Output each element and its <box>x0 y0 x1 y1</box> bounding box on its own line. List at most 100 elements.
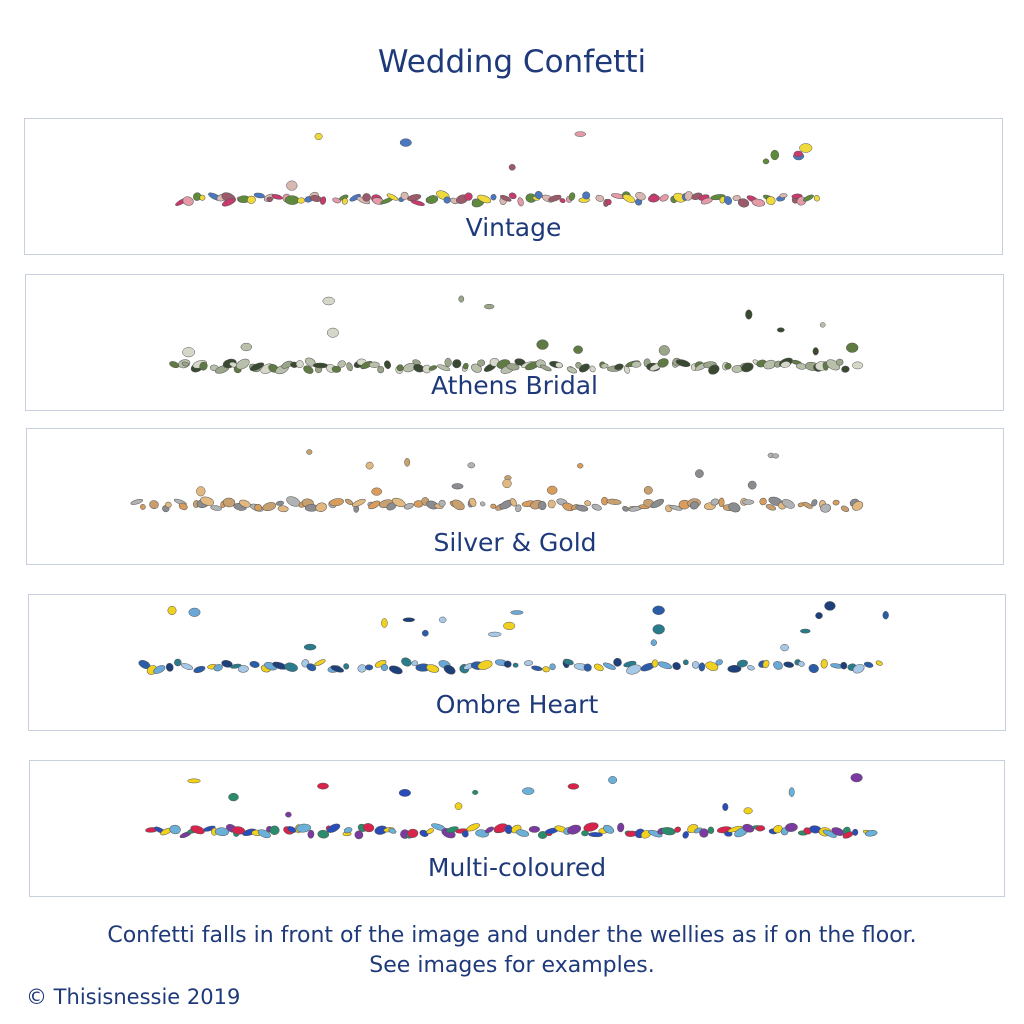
ombre-heart-confetti-panel: Ombre Heart <box>28 594 1006 731</box>
silver-gold-label: Silver & Gold <box>433 528 597 557</box>
falling-confetti-piece <box>722 803 729 811</box>
confetti-piece <box>783 661 794 668</box>
vintage-confetti-illustration <box>175 131 820 208</box>
confetti-piece <box>773 825 783 834</box>
falling-confetti-piece <box>438 616 447 623</box>
confetti-piece <box>438 499 446 507</box>
falling-confetti-piece <box>546 485 558 495</box>
confetti-piece <box>635 191 646 201</box>
confetti-piece <box>426 664 440 673</box>
confetti-piece <box>452 359 462 369</box>
confetti-piece <box>320 196 327 205</box>
confetti-piece <box>626 664 642 675</box>
confetti-piece <box>380 664 389 671</box>
confetti-piece <box>728 502 741 513</box>
falling-confetti-piece <box>317 782 329 790</box>
confetti-piece <box>362 823 375 833</box>
confetti-piece <box>512 662 519 668</box>
confetti-piece <box>181 663 193 670</box>
falling-confetti-piece <box>846 342 859 353</box>
confetti-piece <box>401 657 412 667</box>
confetti-piece <box>490 503 497 509</box>
confetti-piece <box>312 362 329 369</box>
falling-confetti-piece <box>285 811 292 818</box>
athens-bridal-label: Athens Bridal <box>430 371 599 400</box>
falling-confetti-piece <box>240 342 253 352</box>
confetti-piece <box>718 497 725 508</box>
falling-confetti-piece <box>314 132 323 141</box>
confetti-piece <box>766 196 776 205</box>
confetti-piece <box>203 825 216 832</box>
falling-confetti-piece <box>788 787 795 797</box>
confetti-piece <box>820 503 832 513</box>
confetti-piece <box>840 505 850 512</box>
confetti-piece <box>331 365 342 373</box>
confetti-piece <box>182 196 194 206</box>
confetti-piece <box>672 662 681 671</box>
confetti-piece <box>503 660 512 668</box>
confetti-piece <box>306 663 317 672</box>
confetti-piece <box>591 503 602 511</box>
falling-confetti-piece <box>472 789 479 795</box>
confetti-piece <box>622 505 629 512</box>
confetti-piece <box>284 195 300 205</box>
multi-coloured-confetti-illustration <box>145 773 878 840</box>
confetti-piece <box>781 499 795 509</box>
confetti-piece <box>798 661 805 667</box>
confetti-piece <box>648 194 660 203</box>
confetti-piece <box>603 824 615 834</box>
falling-confetti-piece <box>326 327 339 338</box>
confetti-piece <box>249 660 260 668</box>
confetti-piece <box>657 358 669 368</box>
confetti-piece <box>200 496 215 506</box>
confetti-piece <box>515 504 522 513</box>
confetti-piece <box>269 825 280 835</box>
ombre-heart-label: Ombre Heart <box>435 690 599 719</box>
falling-confetti-piece <box>652 605 665 615</box>
confetti-piece <box>499 194 512 202</box>
confetti-piece <box>362 193 371 202</box>
falling-confetti-piece <box>167 605 177 616</box>
falling-confetti-piece <box>322 296 335 306</box>
silver-gold-confetti-illustration <box>130 449 864 513</box>
confetti-piece <box>707 826 715 834</box>
falling-confetti-piece <box>536 339 549 350</box>
confetti-piece <box>723 196 733 205</box>
confetti-piece <box>140 504 146 510</box>
falling-confetti-piece <box>381 618 388 628</box>
vintage-label: Vintage <box>465 213 562 242</box>
falling-confetti-piece <box>398 789 411 797</box>
confetti-piece <box>332 197 341 204</box>
confetti-piece <box>469 497 477 507</box>
confetti-piece <box>698 662 706 672</box>
falling-confetti-piece <box>567 783 580 790</box>
confetti-piece <box>852 361 864 370</box>
confetti-piece <box>736 659 748 668</box>
falling-confetti-piece <box>573 345 583 354</box>
confetti-piece <box>437 364 451 372</box>
confetti-piece <box>295 360 304 368</box>
falling-confetti-piece <box>745 309 753 320</box>
falling-confetti-piece <box>508 164 516 171</box>
confetti-piece <box>659 194 669 202</box>
confetti-piece <box>262 502 277 512</box>
multi-coloured-label: Multi-coloured <box>427 853 607 882</box>
confetti-piece <box>875 660 883 666</box>
confetti-piece <box>567 824 582 835</box>
falling-confetti-piece <box>503 621 516 630</box>
confetti-piece <box>297 197 306 204</box>
confetti-piece <box>199 361 208 371</box>
confetti-piece <box>724 362 732 370</box>
confetti-piece <box>426 828 435 834</box>
confetti-piece <box>365 664 374 671</box>
confetti-piece <box>410 199 425 206</box>
confetti-piece <box>727 665 742 673</box>
confetti-piece <box>583 822 599 832</box>
confetti-piece <box>568 192 576 201</box>
falling-confetti-piece <box>800 628 811 634</box>
confetti-piece <box>605 199 612 206</box>
falling-confetti-piece <box>812 347 819 356</box>
falling-confetti-piece <box>650 639 657 647</box>
confetti-piece <box>277 505 289 513</box>
confetti-piece <box>400 191 409 200</box>
